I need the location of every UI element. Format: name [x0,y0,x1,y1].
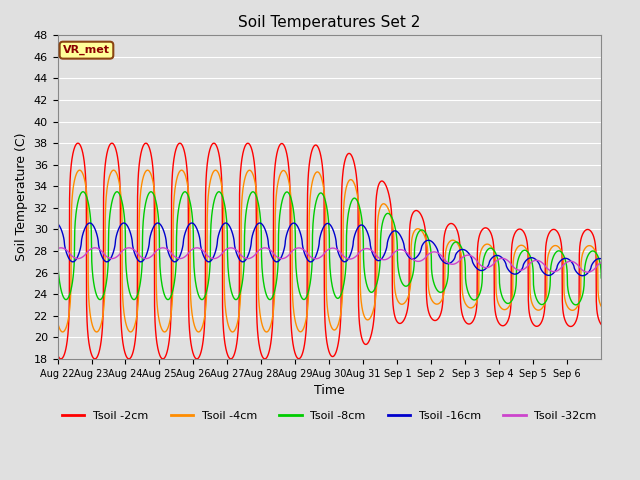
Tsoil -4cm [76,167,84,173]
Tsoil -8cm [79,189,87,194]
Line: Tsoil -4cm: Tsoil -4cm [58,170,601,332]
Tsoil -16cm [108,253,116,259]
Tsoil -2cm [590,235,598,240]
Tsoil -32cm [524,263,532,269]
Tsoil -4cm [524,250,532,256]
Tsoil -8cm [54,243,61,249]
Tsoil -16cm [524,256,532,262]
Tsoil -4cm [108,168,116,174]
Tsoil -2cm [159,356,166,362]
Title: Soil Temperatures Set 2: Soil Temperatures Set 2 [238,15,420,30]
Tsoil -4cm [225,325,233,331]
Tsoil -32cm [362,246,370,252]
Tsoil -8cm [362,279,370,285]
Tsoil -4cm [54,319,61,325]
Tsoil -8cm [108,198,116,204]
Tsoil -2cm [54,351,61,357]
Tsoil -4cm [597,303,605,309]
Tsoil -2cm [493,317,501,323]
Tsoil -2cm [108,140,116,146]
Tsoil -16cm [579,273,586,278]
Tsoil -32cm [91,245,99,251]
Tsoil -32cm [108,256,116,262]
Tsoil -16cm [86,220,93,226]
Tsoil -32cm [54,246,61,252]
Y-axis label: Soil Temperature (C): Soil Temperature (C) [15,133,28,262]
Line: Tsoil -32cm: Tsoil -32cm [58,248,601,272]
Tsoil -16cm [362,227,370,232]
Tsoil -4cm [362,316,370,322]
Tsoil -2cm [524,252,532,258]
Tsoil -8cm [590,248,598,254]
Tsoil -16cm [590,259,598,264]
Line: Tsoil -16cm: Tsoil -16cm [58,223,601,276]
Tsoil -32cm [493,257,501,263]
Text: VR_met: VR_met [63,45,110,55]
Tsoil -16cm [54,221,61,227]
Tsoil -32cm [590,266,598,272]
Tsoil -2cm [226,356,234,361]
Tsoil -32cm [597,260,605,265]
Tsoil -2cm [362,341,370,347]
Tsoil -8cm [524,249,532,255]
X-axis label: Time: Time [314,384,345,397]
Tsoil -8cm [572,302,580,308]
Tsoil -4cm [493,298,501,303]
Tsoil -32cm [225,245,233,251]
Tsoil -2cm [142,140,150,146]
Tsoil -32cm [584,269,591,275]
Tsoil -16cm [597,256,605,262]
Legend: Tsoil -2cm, Tsoil -4cm, Tsoil -8cm, Tsoil -16cm, Tsoil -32cm: Tsoil -2cm, Tsoil -4cm, Tsoil -8cm, Tsoi… [58,407,601,425]
Tsoil -4cm [590,246,598,252]
Tsoil -16cm [225,223,233,229]
Tsoil -8cm [225,278,233,284]
Line: Tsoil -2cm: Tsoil -2cm [58,143,601,359]
Line: Tsoil -8cm: Tsoil -8cm [58,192,601,305]
Tsoil -8cm [493,254,501,260]
Tsoil -16cm [493,252,501,258]
Tsoil -4cm [262,329,270,335]
Tsoil -2cm [597,322,605,327]
Tsoil -8cm [597,275,605,281]
